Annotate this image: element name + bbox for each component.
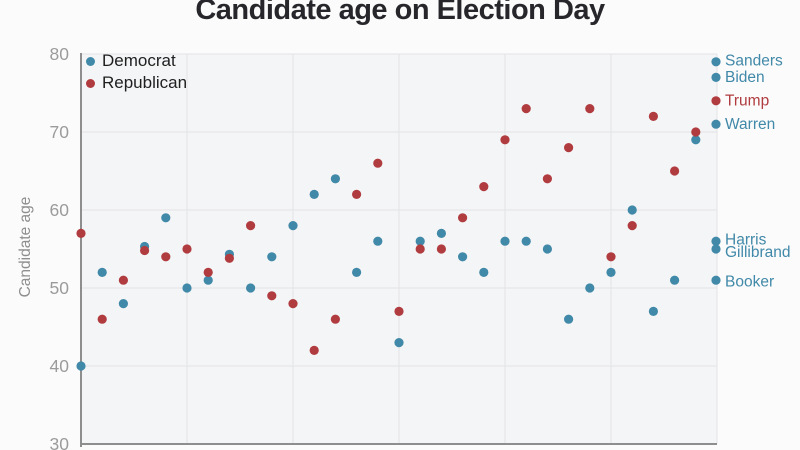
democrat-dot-2008 bbox=[648, 306, 659, 316]
republican-dot-1944 bbox=[309, 345, 319, 355]
democrat-dot-1964 bbox=[415, 236, 425, 246]
candidate-dot-booker bbox=[711, 275, 721, 285]
republican-dot-1924 bbox=[203, 267, 213, 277]
democrat-dot-1960 bbox=[394, 338, 404, 348]
democrat-dot-1948 bbox=[330, 174, 340, 184]
democrat-dot-1932 bbox=[246, 283, 256, 293]
candidate-label-harris: Harris bbox=[725, 231, 767, 248]
republican-dot-1988 bbox=[542, 174, 553, 184]
y-tick-label-40: 40 bbox=[50, 356, 70, 376]
democrat-dot-1988 bbox=[542, 244, 553, 254]
democrat-dot-icon bbox=[86, 56, 95, 66]
democrat-dot-1952 bbox=[352, 267, 362, 277]
candidate-dot-harris bbox=[711, 236, 721, 246]
candidate-dot-warren bbox=[711, 119, 721, 129]
republican-dot-2000 bbox=[606, 252, 616, 262]
y-tick-label-70: 70 bbox=[50, 122, 70, 142]
republican-dot-1940 bbox=[288, 299, 298, 309]
democrat-dot-1944 bbox=[309, 189, 319, 199]
republican-dot-1976 bbox=[479, 182, 489, 192]
legend-item-republican: Republican bbox=[86, 74, 187, 92]
legend-label-democrat: Democrat bbox=[102, 51, 176, 70]
republican-dot-1972 bbox=[458, 213, 468, 223]
democrat-dot-2004 bbox=[627, 205, 637, 215]
candidate-label-gillibrand: Gillibrand bbox=[725, 244, 790, 261]
candidate-label-trump: Trump bbox=[725, 93, 769, 110]
republican-dot-2016 bbox=[691, 127, 701, 137]
republican-dot-1956 bbox=[373, 158, 383, 168]
candidate-dot-sanders bbox=[711, 57, 721, 67]
republican-dot-1920 bbox=[182, 244, 192, 254]
candidate-label-warren: Warren bbox=[725, 116, 775, 133]
candidate-label-sanders: Sanders bbox=[725, 53, 783, 70]
republican-dot-1932 bbox=[246, 221, 256, 231]
republican-dot-1980 bbox=[500, 135, 510, 145]
democrat-dot-2012 bbox=[670, 275, 680, 285]
democrat-dot-1996 bbox=[585, 283, 595, 293]
democrat-dot-2000 bbox=[606, 267, 616, 277]
candidate-dot-trump bbox=[711, 96, 721, 106]
legend-item-democrat: Democrat bbox=[86, 52, 187, 70]
democrat-dot-1904 bbox=[97, 267, 107, 277]
republican-dot-1904 bbox=[97, 314, 107, 324]
republican-dot-1900 bbox=[76, 228, 86, 238]
legend: Democrat Republican bbox=[86, 52, 187, 92]
republican-dot-1912 bbox=[140, 245, 150, 256]
democrat-dot-1924 bbox=[203, 275, 213, 285]
republican-dot-1936 bbox=[267, 291, 277, 301]
democrat-dot-1908 bbox=[118, 299, 128, 309]
republican-dot-2008 bbox=[648, 111, 659, 121]
legend-label-republican: Republican bbox=[102, 73, 188, 92]
republican-dot-2012 bbox=[670, 166, 680, 176]
y-tick-label-80: 80 bbox=[50, 44, 70, 64]
democrat-dot-1984 bbox=[521, 236, 531, 246]
y-tick-label-50: 50 bbox=[50, 278, 70, 298]
republican-dot-1916 bbox=[161, 252, 171, 262]
democrat-dot-1976 bbox=[479, 267, 489, 277]
y-tick-label-60: 60 bbox=[50, 200, 70, 220]
chart-title: Candidate age on Election Day bbox=[195, 0, 605, 26]
republican-dot-1984 bbox=[521, 104, 531, 114]
candidate-label-biden: Biden bbox=[725, 69, 765, 86]
democrat-dot-1900 bbox=[76, 361, 86, 371]
y-tick-label-30: 30 bbox=[50, 434, 70, 450]
republican-dot-1952 bbox=[352, 189, 362, 199]
republican-dot-icon bbox=[86, 78, 95, 88]
y-axis-title: Candidate age bbox=[17, 196, 34, 298]
republican-dot-1960 bbox=[394, 306, 404, 316]
democrat-dot-1920 bbox=[182, 283, 192, 293]
democrat-dot-1972 bbox=[458, 252, 468, 262]
democrat-dot-1936 bbox=[267, 252, 277, 262]
republican-dot-1948 bbox=[330, 314, 340, 324]
republican-dot-2004 bbox=[627, 221, 637, 231]
democrat-dot-1968 bbox=[436, 228, 446, 238]
democrat-dot-1980 bbox=[500, 236, 510, 246]
republican-dot-1908 bbox=[118, 275, 128, 285]
candidate-dot-biden bbox=[711, 72, 721, 82]
republican-dot-1996 bbox=[585, 104, 595, 114]
candidate-dot-gillibrand bbox=[711, 244, 721, 254]
republican-dot-1928 bbox=[224, 253, 234, 263]
democrat-dot-2016 bbox=[691, 135, 701, 145]
democrat-dot-1956 bbox=[373, 236, 383, 246]
democrat-dot-1916 bbox=[161, 213, 171, 223]
candidate-label-booker: Booker bbox=[725, 273, 774, 290]
republican-dot-1968 bbox=[436, 244, 446, 254]
democrat-dot-1940 bbox=[288, 221, 298, 231]
republican-dot-1992 bbox=[564, 143, 574, 153]
republican-dot-1964 bbox=[415, 244, 425, 254]
democrat-dot-1992 bbox=[564, 314, 574, 324]
